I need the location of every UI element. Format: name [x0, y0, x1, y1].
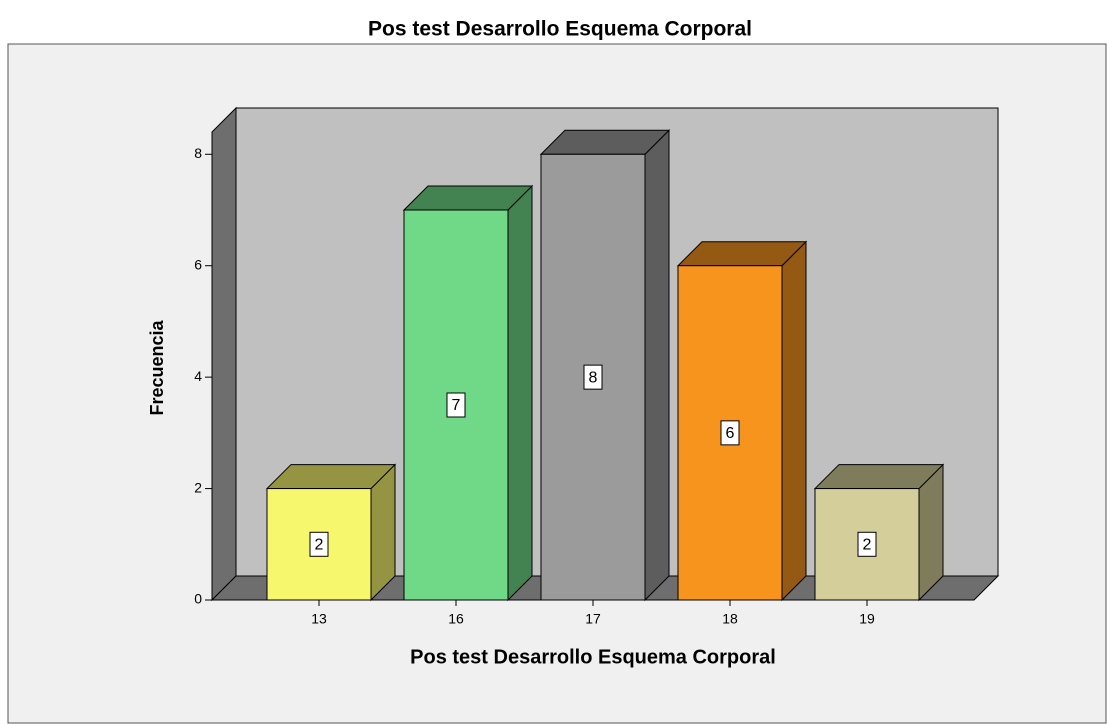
y-tick-label: 6	[194, 256, 202, 272]
x-axis-label: Pos test Desarrollo Esquema Corporal	[410, 646, 776, 668]
y-tick-label: 8	[194, 145, 202, 161]
y-tick-label: 4	[194, 368, 202, 384]
data-label: 2	[315, 537, 324, 554]
bar-side	[507, 184, 533, 602]
data-label: 8	[589, 369, 598, 386]
data-label-box	[446, 392, 466, 418]
x-tick-label: 16	[448, 611, 464, 627]
bar-side	[781, 240, 807, 602]
x-tick-label: 17	[585, 611, 601, 627]
y-axis-label: Frecuencia	[147, 319, 167, 415]
y-tick-label: 2	[194, 479, 202, 495]
data-label-box	[720, 420, 740, 446]
data-label: 7	[452, 397, 461, 414]
bar-side	[644, 129, 670, 602]
data-label-box	[309, 531, 329, 557]
x-tick-label: 18	[722, 611, 738, 627]
data-label: 2	[863, 537, 872, 554]
x-tick-label: 19	[859, 611, 875, 627]
y-tick-label: 0	[194, 591, 202, 607]
x-tick-label: 13	[311, 611, 327, 627]
chart-title: Pos test Desarrollo Esquema Corporal	[368, 18, 752, 41]
side-wall	[211, 106, 237, 602]
data-label: 6	[726, 425, 735, 442]
data-label-box	[583, 364, 603, 390]
data-label-box	[857, 531, 877, 557]
